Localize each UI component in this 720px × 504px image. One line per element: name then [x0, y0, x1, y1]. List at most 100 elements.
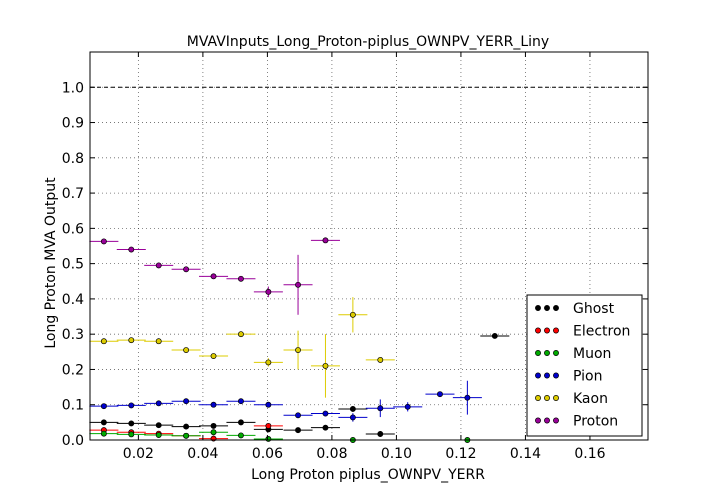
legend-marker — [544, 350, 550, 356]
data-point — [491, 332, 498, 339]
data-point — [183, 398, 190, 405]
legend-marker — [544, 327, 550, 334]
data-point — [210, 422, 217, 429]
x-tick-label: 0.08 — [316, 446, 347, 462]
data-point — [128, 246, 135, 253]
x-tick-label: 0.04 — [187, 446, 218, 462]
x-tick-label: 0.12 — [445, 446, 476, 462]
legend-marker — [544, 372, 550, 379]
legend-marker — [535, 395, 541, 401]
legend-label: Pion — [573, 369, 602, 385]
data-point — [210, 401, 217, 408]
data-point — [295, 412, 301, 419]
data-point — [183, 432, 190, 439]
data-point — [155, 432, 162, 439]
y-tick-label: 0.3 — [62, 327, 84, 343]
data-point — [265, 422, 272, 429]
x-tick-label: 0.16 — [574, 446, 605, 462]
legend-label: Muon — [573, 346, 611, 362]
data-point — [210, 429, 217, 436]
data-point — [322, 410, 329, 417]
data-point — [377, 431, 384, 437]
legend-item-electron: Electron — [535, 324, 630, 340]
axis-ticks: 0.02 0.04 0.06 0.08 0.10 0.12 0.14 0.16 0.0 0.1 0.… — [62, 52, 648, 462]
data-point — [238, 432, 244, 439]
legend-marker — [553, 395, 559, 401]
data-point — [464, 394, 471, 401]
data-point — [349, 406, 356, 412]
data-point — [295, 427, 301, 434]
data-point — [377, 405, 384, 412]
y-axis-label: Long Proton MVA Output — [43, 177, 59, 349]
data-point — [128, 337, 135, 344]
data-point — [322, 424, 329, 431]
data-point — [210, 353, 217, 360]
legend-marker — [535, 417, 541, 424]
data-point — [238, 419, 244, 426]
x-tick-label: 0.02 — [123, 446, 154, 462]
series-proton — [89, 237, 340, 315]
data-point — [128, 420, 135, 427]
legend-marker — [535, 327, 541, 334]
legend-label: Electron — [573, 324, 630, 340]
legend-marker — [544, 395, 550, 401]
data-point — [322, 237, 329, 244]
data-point — [155, 400, 162, 407]
data-point — [100, 338, 107, 345]
legend-marker — [553, 327, 559, 334]
plot-frame — [89, 51, 649, 441]
data-point — [183, 266, 190, 273]
legend-marker — [544, 417, 550, 424]
legend-marker — [553, 417, 559, 424]
x-axis-label: Long Proton piplus_OWNPV_YERR — [251, 467, 485, 483]
y-tick-label: 0.8 — [62, 151, 84, 167]
chart-title: MVAVInputs_Long_Proton-piplus_OWNPV_YERR… — [187, 34, 549, 50]
data-point — [238, 275, 244, 282]
y-tick-label: 0.4 — [62, 292, 84, 308]
y-tick-label: 0.9 — [62, 116, 84, 132]
data-point — [437, 391, 443, 398]
y-tick-label: 0.6 — [62, 221, 84, 237]
data-point — [155, 422, 162, 429]
y-tick-label: 0.7 — [62, 186, 84, 202]
y-tick-label: 0.1 — [62, 398, 84, 414]
y-tick-label: 0.2 — [62, 362, 84, 378]
series-group — [89, 237, 510, 443]
x-tick-label: 0.14 — [510, 446, 541, 462]
data-point — [210, 273, 217, 280]
legend-marker — [535, 372, 541, 379]
y-tick-label: 1.0 — [62, 80, 84, 96]
x-tick-label: 0.10 — [381, 446, 412, 462]
data-point — [295, 347, 301, 354]
data-point — [265, 359, 272, 366]
data-point — [265, 401, 272, 408]
legend-marker — [553, 350, 559, 356]
legend-item-kaon: Kaon — [535, 391, 608, 407]
data-point — [183, 347, 190, 354]
series-pion — [89, 380, 482, 422]
y-tick-label: 0.5 — [62, 257, 84, 273]
legend-marker — [553, 372, 559, 379]
legend-label: Proton — [573, 414, 618, 430]
data-point — [265, 435, 272, 442]
data-point — [183, 423, 190, 430]
data-point — [128, 431, 135, 438]
data-point — [100, 419, 107, 426]
data-point — [100, 403, 107, 410]
legend-marker — [535, 350, 541, 356]
legend-box — [526, 294, 643, 437]
data-point — [100, 238, 107, 245]
x-tick-label: 0.06 — [252, 446, 283, 462]
data-point — [238, 331, 244, 338]
legend-item-ghost: Ghost — [535, 301, 615, 317]
y-tick-label: 0.0 — [62, 433, 84, 449]
data-point — [349, 311, 356, 318]
legend: Ghost Electron Muon Pion Kaon Proton — [526, 294, 643, 437]
legend-item-pion: Pion — [535, 369, 602, 385]
data-point — [128, 402, 135, 409]
data-point — [349, 414, 356, 421]
data-point — [100, 430, 107, 437]
data-point — [404, 403, 411, 410]
legend-item-proton: Proton — [535, 414, 618, 430]
